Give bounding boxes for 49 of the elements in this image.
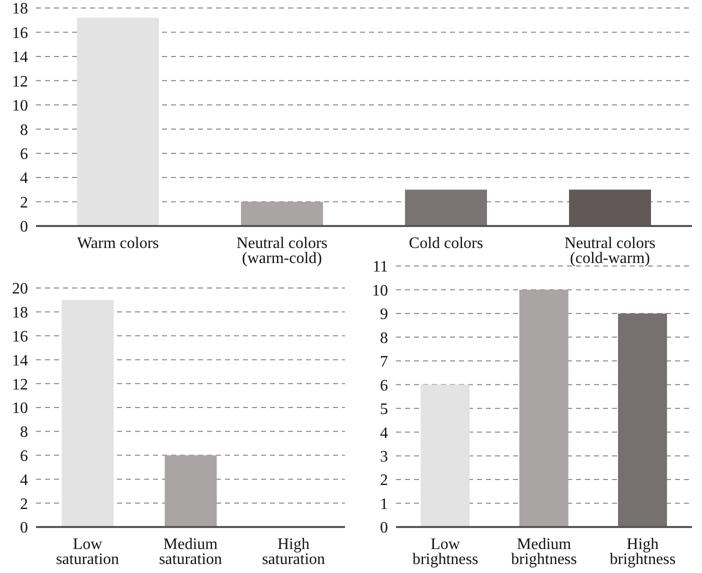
x-tick-label: Cold colors	[408, 235, 484, 252]
y-tick-label: 8	[20, 424, 28, 442]
y-tick-label: 6	[380, 377, 388, 394]
y-tick-label: 10	[372, 282, 388, 300]
y-tick-label: 2	[20, 496, 28, 513]
y-tick-label: 14	[12, 352, 28, 370]
x-tick-label: Neutral colors (warm-cold)	[236, 235, 328, 267]
y-tick-label: 16	[12, 24, 28, 42]
y-tick-label: 12	[12, 73, 28, 90]
y-tick-label: 8	[380, 330, 388, 347]
y-tick-label: 5	[380, 401, 388, 418]
y-tick-label: 10	[12, 400, 28, 418]
y-tick-label: 4	[20, 170, 28, 188]
bar	[77, 18, 159, 226]
bar	[519, 290, 568, 527]
y-tick-label: 1	[380, 496, 388, 513]
x-tick-label: Low brightness	[412, 536, 478, 568]
y-tick-label: 20	[12, 280, 28, 298]
y-tick-label: 0	[20, 520, 28, 537]
bar	[405, 190, 487, 226]
y-tick-label: 4	[20, 472, 28, 489]
y-tick-label: 4	[380, 424, 388, 442]
x-tick-label: Warm colors	[77, 235, 159, 252]
y-tick-label: 6	[20, 146, 28, 164]
y-tick-label: 7	[380, 354, 388, 371]
x-tick-label: High brightness	[610, 536, 676, 568]
y-tick-label: 2	[380, 472, 388, 490]
y-tick-label: 10	[12, 98, 28, 115]
bar	[241, 202, 323, 226]
x-tick-label: Medium saturation	[158, 536, 222, 568]
bar	[618, 313, 667, 527]
y-tick-label: 2	[20, 194, 28, 212]
y-tick-label: 18	[12, 0, 28, 18]
y-tick-label: 11	[372, 258, 388, 276]
y-tick-label: 6	[20, 448, 28, 465]
y-tick-label: 0	[20, 218, 28, 236]
y-tick-label: 14	[12, 49, 28, 66]
y-tick-label: 8	[20, 122, 28, 139]
y-tick-label: 18	[12, 304, 28, 322]
x-tick-label: Low saturation	[56, 536, 120, 568]
x-tick-label: Neutral colors (cold-warm)	[564, 235, 656, 267]
bar	[420, 384, 470, 527]
y-tick-label: 12	[12, 376, 28, 394]
y-tick-label: 0	[380, 520, 388, 537]
x-tick-label: High saturation	[262, 536, 326, 568]
x-tick-label: Medium brightness	[511, 536, 577, 568]
y-tick-label: 9	[380, 306, 388, 324]
y-tick-label: 3	[380, 448, 388, 466]
y-tick-label: 16	[12, 328, 28, 346]
